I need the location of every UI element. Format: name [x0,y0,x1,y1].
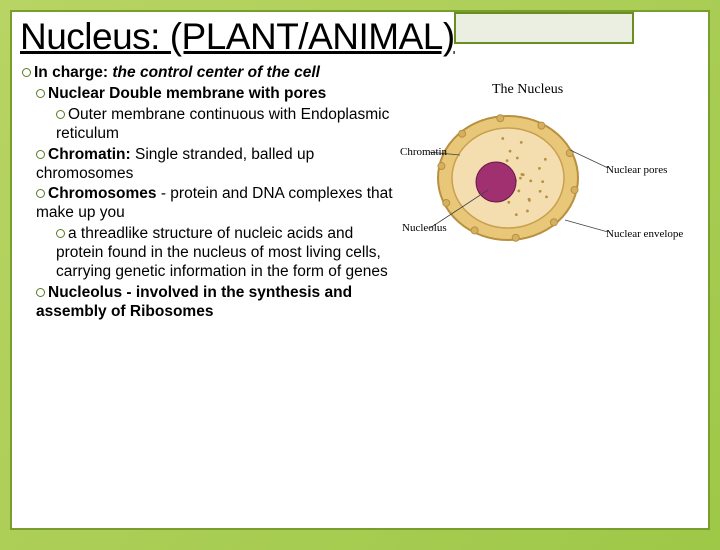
label-envelope: Nuclear envelope [606,228,683,240]
bullet-text: Nuclear Double membrane with pores [48,85,326,102]
bullet-text: Nucleolus - involved in the synthesis an… [36,284,352,320]
bullet-icon [36,150,45,159]
bullet-outer-membrane: Outer membrane continuous with Endoplasm… [56,106,400,144]
label-chromatin: Chromatin [400,146,447,158]
bullet-icon [56,229,65,238]
nucleus-diagram [430,100,610,270]
bullet-icon [22,68,31,77]
label-nucleolus: Nucleolus [402,222,447,234]
bullet-icon [36,189,45,198]
bullet-chromosomes: Chromosomes - protein and DNA complexes … [36,185,400,223]
leader-envelope [565,220,608,232]
bullet-threadlike: a threadlike structure of nucleic acids … [56,225,400,282]
bullet-text-bold: Chromosomes [48,185,157,202]
label-pores: Nuclear pores [606,164,667,176]
bullet-chromatin: Chromatin: Single stranded, balled up ch… [36,146,400,184]
figure-title: The Nucleus [492,82,563,98]
content-row: In charge: the control center of the cel… [12,60,708,324]
bullet-icon [36,89,45,98]
bullet-icon [36,288,45,297]
bullet-text-ital: the control center of the cell [112,64,320,81]
bullet-text: Outer membrane continuous with Endoplasm… [56,106,389,142]
bullet-in-charge: In charge: the control center of the cel… [22,64,400,83]
bullet-nuclear-membrane: Nuclear Double membrane with pores [36,85,400,104]
title-area: Nucleus: (PLANT/ANIMAL) [12,12,708,60]
slide-title: Nucleus: (PLANT/ANIMAL) [20,16,700,58]
bullet-nucleolus: Nucleolus - involved in the synthesis an… [36,284,400,322]
bullet-icon [56,110,65,119]
bullet-text: a threadlike structure of nucleic acids … [56,225,388,280]
figure-column: The Nucleus Chromatin Nucleolus Nuclear … [400,64,700,324]
nucleolus-shape [476,162,516,202]
bullet-text: In charge: [34,64,112,81]
text-column: In charge: the control center of the cel… [20,64,400,324]
bullet-text-bold: Chromatin: [48,146,131,163]
slide: Nucleus: (PLANT/ANIMAL) In charge: the c… [10,10,710,530]
